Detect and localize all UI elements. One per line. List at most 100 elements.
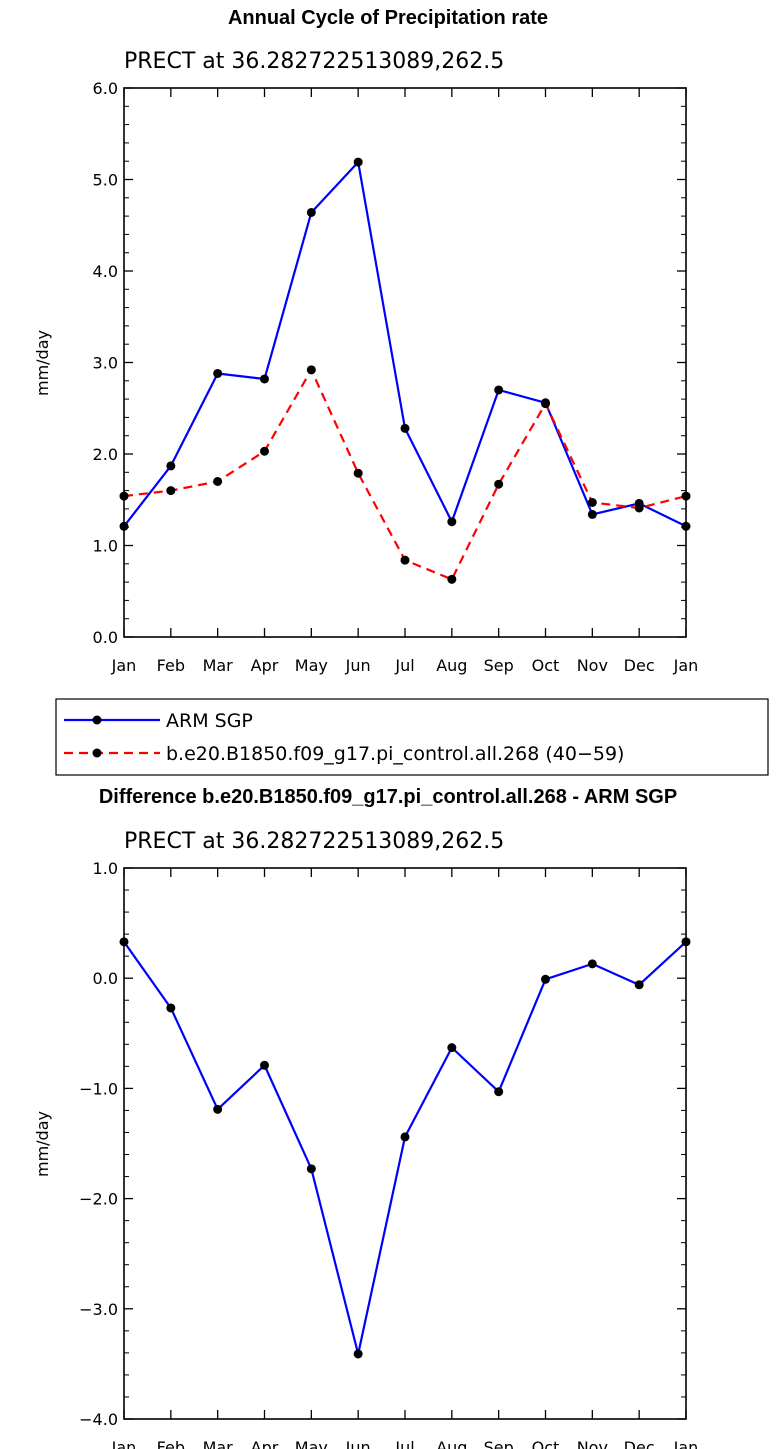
chart1-x-ticks: Jan Feb Mar Apr May Jun Jul Aug Sep Oct Nov Dec Jan — [111, 88, 699, 675]
c1-point-1 — [400, 555, 410, 565]
c1-point-1 — [306, 365, 316, 375]
c2-xtick-label: Nov — [577, 1438, 608, 1449]
c2-ytick-label: −2.0 — [79, 1190, 118, 1209]
c1-ytick-label: 3.0 — [93, 354, 118, 373]
c1-ytick-label: 0.0 — [93, 628, 118, 647]
c1-ytick-label: 5.0 — [93, 171, 118, 190]
c1-xtick-label: Feb — [157, 656, 185, 675]
c2-point-0 — [166, 1003, 176, 1013]
c1-xtick-label: Dec — [624, 656, 655, 675]
c2-ytick-label: 1.0 — [93, 859, 118, 878]
c1-series-line-0 — [123, 161, 687, 528]
c1-point-0 — [494, 385, 504, 395]
c1-series-line-1 — [123, 368, 687, 581]
chart2-y-axis-label: mm/day — [33, 1111, 52, 1177]
legend-marker-model — [92, 748, 102, 758]
c1-point-0 — [306, 207, 316, 217]
legend-box — [55, 698, 769, 776]
c1-point-0 — [587, 509, 597, 519]
c2-point-0 — [447, 1043, 457, 1053]
c2-point-0 — [634, 980, 644, 990]
c1-point-1 — [494, 479, 504, 489]
c2-xtick-label: Jan — [673, 1438, 699, 1449]
c1-point-1 — [634, 503, 644, 513]
c1-ytick-label: 2.0 — [93, 445, 118, 464]
chart2-plot-frame — [123, 867, 687, 1420]
precip-annual-cycle-chart: Annual Cycle of Precipitation rate PRECT… — [33, 7, 698, 675]
c1-xtick-label: Jul — [394, 656, 414, 675]
chart1-subtitle: PRECT at 36.282722513089,262.5 — [124, 49, 504, 74]
c1-point-1 — [541, 399, 550, 409]
c2-point-0 — [213, 1104, 223, 1114]
c1-xtick-label: Apr — [251, 656, 279, 675]
legend-marker-arm-sgp — [92, 715, 102, 725]
c2-point-0 — [681, 937, 691, 947]
c1-ytick-label: 6.0 — [93, 79, 118, 98]
c1-point-1 — [353, 468, 363, 478]
c1-border — [123, 87, 687, 638]
c1-xtick-label: Jan — [111, 656, 137, 675]
c1-point-1 — [587, 497, 597, 507]
chart2-title: Difference b.e20.B1850.f09_g17.pi_contro… — [99, 786, 677, 808]
chart2-y-ticks: −4.0 −3.0 −2.0 −1.0 0.0 1.0 — [79, 859, 686, 1429]
legend: ARM SGP b.e20.B1850.f09_g17.pi_control.a… — [55, 698, 769, 776]
c1-point-1 — [166, 486, 176, 496]
c1-point-0 — [166, 461, 176, 471]
chart1-y-ticks: 0.0 1.0 2.0 3.0 4.0 5.0 6.0 — [93, 79, 686, 647]
c1-point-0 — [400, 423, 410, 433]
c1-xtick-label: Jun — [345, 656, 371, 675]
c1-point-0 — [260, 374, 269, 384]
c2-point-0 — [353, 1349, 363, 1359]
c1-point-1 — [681, 491, 691, 501]
c2-point-0 — [541, 974, 550, 984]
c2-xtick-label: Oct — [532, 1438, 560, 1449]
c2-xtick-label: Jul — [394, 1438, 414, 1449]
c2-xtick-label: Feb — [157, 1438, 185, 1449]
c1-ytick-label: 4.0 — [93, 262, 118, 281]
c1-point-0 — [353, 157, 363, 167]
c2-point-0 — [494, 1087, 504, 1097]
c2-series-line-0 — [123, 941, 687, 1356]
c1-xtick-label: Sep — [484, 656, 514, 675]
c2-ytick-label: −3.0 — [79, 1300, 118, 1319]
chart1-y-axis-label: mm/day — [33, 330, 52, 396]
c2-xtick-label: Apr — [251, 1438, 279, 1449]
c2-border — [123, 867, 687, 1420]
c1-point-1 — [213, 476, 223, 486]
c2-point-0 — [119, 937, 129, 947]
c1-xtick-label: Jan — [673, 656, 699, 675]
c1-point-1 — [119, 491, 129, 501]
c1-point-0 — [447, 517, 457, 527]
c1-point-1 — [260, 446, 269, 456]
c2-xtick-label: Mar — [203, 1438, 234, 1449]
difference-chart: Difference b.e20.B1850.f09_g17.pi_contro… — [33, 786, 698, 1449]
c2-xtick-label: May — [295, 1438, 328, 1449]
c2-xtick-label: Dec — [624, 1438, 655, 1449]
c2-point-0 — [260, 1060, 269, 1070]
c1-point-0 — [119, 521, 129, 531]
c2-ytick-label: −4.0 — [79, 1410, 118, 1429]
c1-ytick-label: 1.0 — [93, 537, 118, 556]
c2-point-0 — [306, 1164, 316, 1174]
c2-xtick-label: Aug — [436, 1438, 467, 1449]
c1-point-1 — [447, 574, 457, 584]
c2-ytick-label: −1.0 — [79, 1079, 118, 1098]
c1-xtick-label: May — [295, 656, 328, 675]
chart2-series — [119, 937, 691, 1359]
c2-ytick-label: 0.0 — [93, 969, 118, 988]
c2-xtick-label: Jun — [345, 1438, 371, 1449]
c1-xtick-label: Aug — [436, 656, 467, 675]
c1-xtick-label: Oct — [532, 656, 560, 675]
chart1-title: Annual Cycle of Precipitation rate — [228, 7, 548, 29]
c2-point-0 — [587, 959, 597, 969]
chart2-x-ticks: Jan Feb Mar Apr May Jun Jul Aug Sep Oct Nov Dec Jan — [111, 868, 699, 1449]
c2-xtick-label: Jan — [111, 1438, 137, 1449]
c2-xtick-label: Sep — [484, 1438, 514, 1449]
chart1-series — [119, 157, 691, 584]
legend-label-model: b.e20.B1850.f09_g17.pi_control.all.268 (… — [166, 743, 624, 765]
chart1-plot-frame — [123, 87, 687, 638]
c1-xtick-label: Nov — [577, 656, 608, 675]
c1-point-0 — [681, 521, 691, 531]
c2-point-0 — [400, 1132, 410, 1142]
